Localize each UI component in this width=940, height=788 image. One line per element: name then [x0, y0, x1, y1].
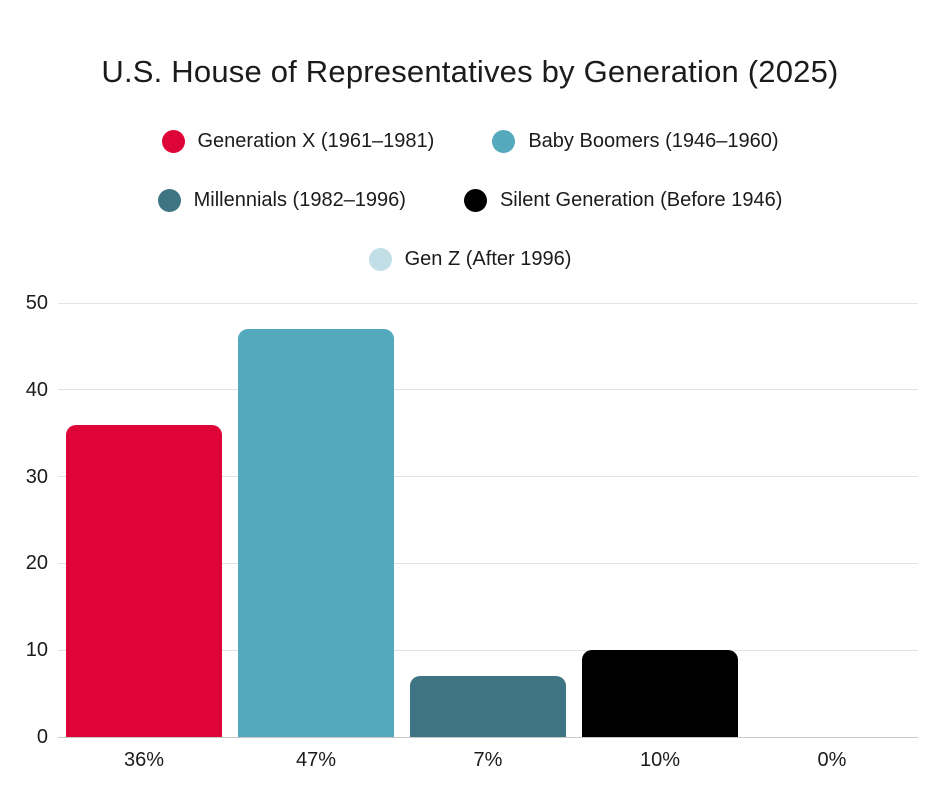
legend-label: Millennials (1982–1996) [193, 188, 406, 211]
legend-label: Gen Z (After 1996) [404, 247, 572, 270]
legend-swatch-icon [492, 129, 516, 153]
y-tick-label: 0 [36, 726, 48, 748]
y-tick-label: 30 [25, 465, 48, 488]
x-tick-label: 0% [817, 749, 847, 771]
legend-item[interactable]: Gen Z (After 1996) [368, 247, 572, 271]
y-tick-label: 40 [25, 378, 48, 401]
x-tick-label: 7% [473, 749, 503, 771]
legend-item[interactable]: Baby Boomers (1946–1960) [492, 129, 779, 153]
gridline [58, 302, 918, 304]
bar-3[interactable] [410, 676, 566, 737]
x-tick-label: 36% [123, 749, 165, 771]
legend-label: Generation X (1961–1981) [197, 129, 435, 152]
gridline [58, 562, 918, 564]
legend-swatch-icon [161, 129, 185, 153]
legend-item[interactable]: Millennials (1982–1996) [157, 188, 406, 212]
legend-label: Baby Boomers (1946–1960) [528, 129, 779, 152]
legend: Generation X (1961–1981) Baby Boomers (19… [0, 126, 940, 303]
bar-2[interactable] [238, 329, 394, 737]
legend-row: Generation X (1961–1981) Baby Boomers (19… [0, 126, 940, 156]
bar-4[interactable] [582, 650, 738, 737]
gridline [58, 649, 918, 651]
x-tick-label: 10% [639, 749, 681, 771]
chart-title: U.S. House of Representatives by Generat… [101, 54, 839, 89]
legend-swatch-icon [463, 188, 487, 212]
gridline [58, 476, 918, 478]
legend-swatch-icon [157, 188, 181, 212]
x-tick-label: 47% [295, 749, 337, 771]
y-tick-label: 50 [25, 292, 48, 314]
legend-item[interactable]: Generation X (1961–1981) [161, 129, 435, 153]
legend-swatch-icon [368, 247, 392, 271]
gridline [58, 389, 918, 391]
legend-row: Gen Z (After 1996) [0, 244, 940, 274]
legend-row: Millennials (1982–1996) Silent Generation… [0, 185, 940, 215]
y-tick-label: 10 [25, 639, 48, 662]
legend-item[interactable]: Silent Generation (Before 1946) [463, 188, 783, 212]
bar-1[interactable] [66, 424, 222, 737]
x-axis-baseline [58, 736, 918, 738]
legend-label: Silent Generation (Before 1946) [499, 188, 783, 211]
y-tick-label: 20 [25, 552, 48, 575]
